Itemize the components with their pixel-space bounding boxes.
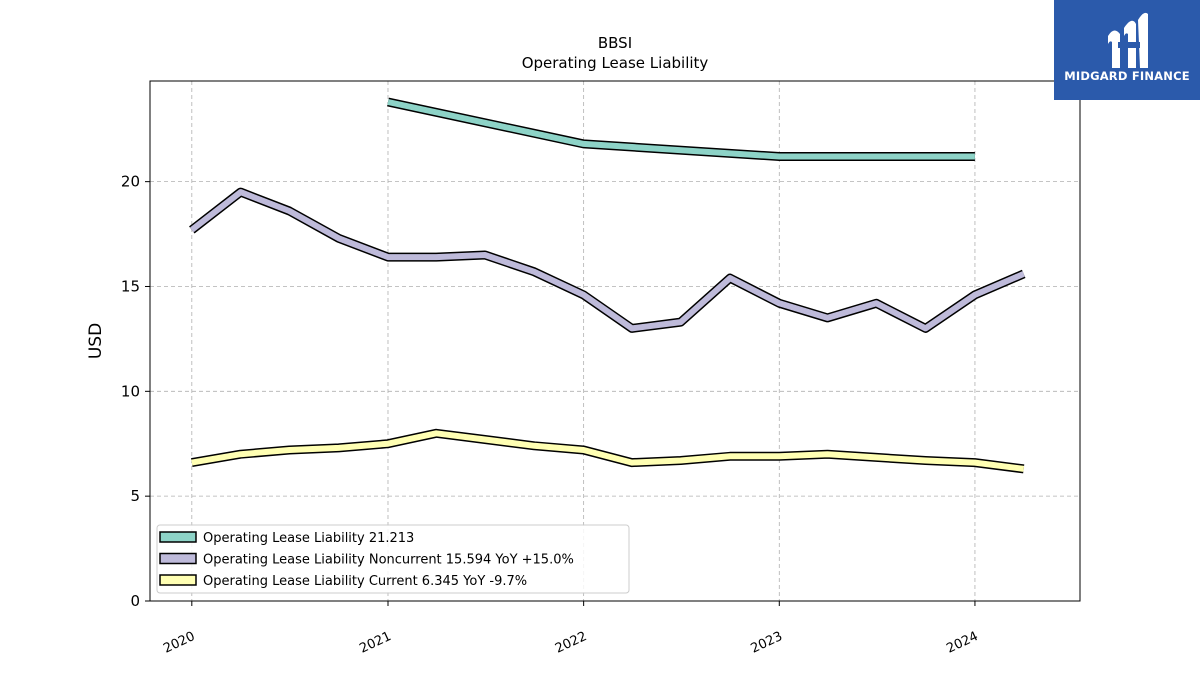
grid-lines	[150, 81, 1080, 601]
legend-swatch	[159, 552, 197, 565]
legend-entry: Operating Lease Liability 21.213	[203, 531, 414, 546]
x-tick-label: 2024	[944, 629, 980, 657]
series-2	[191, 428, 1025, 474]
series-line-outline	[189, 187, 1026, 333]
brand-logo: MIDGARD FINANCE	[1054, 0, 1200, 100]
brand-name: MIDGARD FINANCE	[1064, 69, 1190, 83]
legend-entry: Operating Lease Liability Current 6.345 …	[203, 574, 527, 589]
legend-box	[156, 524, 630, 594]
brand-mark-icon	[1108, 12, 1148, 68]
series-line	[189, 189, 1025, 332]
legend-swatch	[159, 574, 197, 586]
y-tick-label: 0	[130, 592, 140, 610]
legend: Operating Lease Liability 21.213 Operatin…	[156, 524, 630, 594]
chart-title: BBSI	[598, 34, 632, 52]
x-tick-label: 2021	[357, 629, 393, 657]
series-lines	[189, 97, 1026, 474]
series-line	[387, 99, 975, 160]
y-tick-label: 20	[121, 173, 140, 191]
x-tick-label: 2023	[749, 629, 785, 657]
x-tick-label: 2020	[161, 629, 197, 657]
series-0	[387, 97, 976, 161]
plot-frame	[149, 80, 1081, 602]
y-tick-label: 10	[121, 382, 140, 400]
legend-entry: Operating Lease Liability Noncurrent 15.…	[203, 553, 574, 568]
chart-subtitle: Operating Lease Liability	[522, 54, 709, 72]
y-tick-label: 15	[121, 277, 140, 295]
series-1	[189, 187, 1026, 333]
y-axis-label: USD	[86, 323, 106, 359]
legend-swatch	[159, 531, 197, 543]
series-line	[191, 430, 1025, 472]
y-tick-label: 5	[130, 487, 140, 505]
x-tick-label: 2022	[553, 629, 589, 657]
